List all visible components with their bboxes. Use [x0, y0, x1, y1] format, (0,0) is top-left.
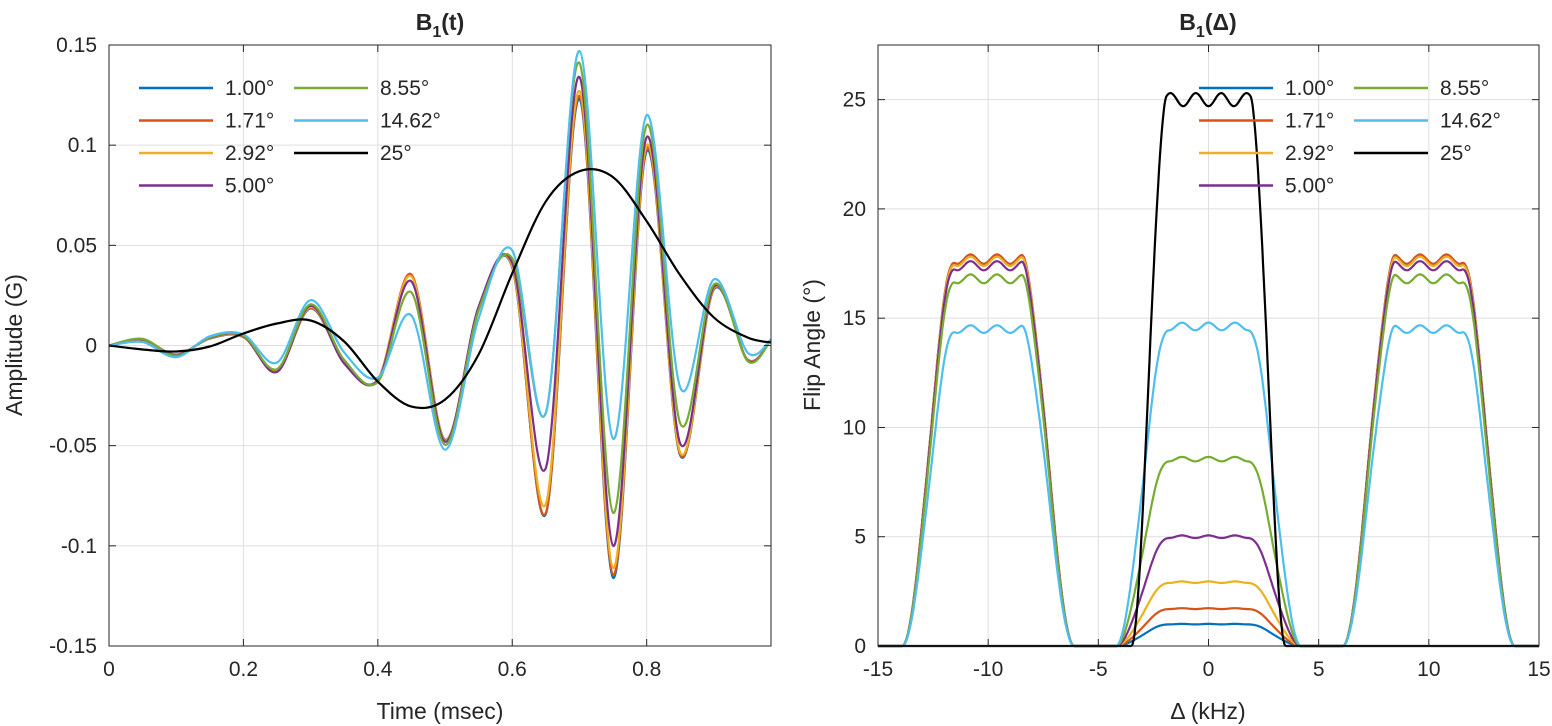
x-tick-label: 5	[1313, 658, 1325, 681]
series-line-14-62	[877, 321, 1540, 648]
series-line-2-92	[877, 255, 1540, 648]
y-axis-label: Amplitude (G)	[1, 274, 27, 416]
chart-title: B1(Δ)	[1179, 9, 1236, 41]
legend-item-1-00: 1.00°	[1199, 77, 1334, 100]
legend-item-2-92: 2.92°	[139, 142, 274, 165]
legend-label: 8.55°	[1440, 77, 1489, 100]
legend-item-1-00: 1.00°	[139, 77, 274, 100]
x-tick-label: 10	[1417, 658, 1440, 681]
legend-item-25: 25°	[1354, 142, 1472, 165]
x-tick-label: 0.8	[632, 658, 661, 681]
y-tick-label: -0.05	[49, 435, 97, 458]
legend-label: 1.71°	[225, 110, 274, 133]
chart-title: B1(t)	[416, 9, 465, 41]
y-tick-label: -0.15	[49, 635, 97, 658]
legend-label: 8.55°	[380, 77, 429, 100]
legend-label: 14.62°	[1440, 110, 1501, 133]
y-tick-label: 20	[843, 198, 866, 221]
legend: 1.00° 1.71° 2.92° 5.00° 8.55° 14.62° 25°	[139, 77, 441, 198]
legend-label: 25°	[380, 142, 412, 165]
legend-label: 2.92°	[225, 142, 274, 165]
y-tick-label: 5	[854, 526, 866, 549]
x-axis-label: Δ (kHz)	[1170, 698, 1245, 724]
legend-label: 1.71°	[1285, 110, 1334, 133]
legend-label: 25°	[1440, 142, 1472, 165]
series-line-1-71	[877, 253, 1540, 648]
legend-label: 1.00°	[1285, 77, 1334, 100]
y-tick-label: 0	[854, 635, 866, 658]
x-tick-label: 0.4	[363, 658, 393, 681]
x-tick-label: -5	[1089, 658, 1108, 681]
tick-marks	[108, 44, 771, 647]
y-tick-label: 0.1	[68, 134, 97, 157]
x-tick-label: 0.2	[229, 658, 258, 681]
legend-label: 14.62°	[380, 110, 441, 133]
legend-item-25: 25°	[294, 142, 412, 165]
x-tick-label: 0.6	[498, 658, 527, 681]
legend-label: 2.92°	[1285, 142, 1334, 165]
y-axis-label: Flip Angle (°)	[799, 279, 825, 411]
y-tick-label: 25	[843, 89, 866, 112]
title-subscript: 1	[1196, 24, 1205, 41]
series-group	[108, 49, 772, 580]
legend-item-8-55: 8.55°	[1354, 77, 1489, 100]
series-line-25	[108, 168, 772, 410]
title-tail: (t)	[441, 9, 464, 35]
y-tick-label: 10	[843, 416, 866, 439]
series-line-14-62	[108, 49, 772, 451]
x-tick-label: -10	[973, 658, 1003, 681]
legend-item-5-00: 5.00°	[1199, 175, 1334, 198]
legend-item-1-71: 1.71°	[1199, 110, 1334, 133]
x-axis-label: Time (msec)	[377, 698, 504, 724]
x-tick-label: 15	[1527, 658, 1550, 681]
title-main: B	[416, 9, 433, 35]
legend-item-14-62: 14.62°	[294, 110, 441, 133]
x-tick-label: -15	[863, 658, 893, 681]
legend-item-5-00: 5.00°	[139, 175, 274, 198]
series-line-5-00	[877, 260, 1540, 648]
y-tick-label: 0	[85, 335, 97, 358]
y-tick-label: -0.1	[61, 535, 97, 558]
legend: 1.00° 1.71° 2.92° 5.00° 8.55° 14.62° 25°	[1199, 77, 1501, 198]
legend-item-8-55: 8.55°	[294, 77, 429, 100]
legend-label: 5.00°	[225, 175, 274, 198]
x-tick-label: 0	[1203, 658, 1215, 681]
legend-label: 1.00°	[225, 77, 274, 100]
x-tick-label: 0	[103, 658, 115, 681]
tick-labels: 0 0.2 0.4 0.6 0.8 -0.15 -0.1 -0.05 0 0.05 0.1 0.15	[49, 34, 661, 681]
legend-item-14-62: 14.62°	[1354, 110, 1501, 133]
chart-b1-time: 0 0.2 0.4 0.6 0.8-0.15-0.1-0.0500.050.10.15 …	[1, 9, 772, 724]
chart-b1-delta: -15 -10 -5 0 5 10 15 0 5 10 15 20 25 B1(Δ) Δ (kHz) F…	[799, 9, 1551, 724]
title-subscript: 1	[432, 24, 441, 41]
y-tick-label: 0.15	[56, 34, 97, 57]
legend-item-1-71: 1.71°	[139, 110, 274, 133]
tick-labels: -15 -10 -5 0 5 10 15 0 5 10 15 20 25	[843, 89, 1551, 681]
legend-label: 5.00°	[1285, 175, 1334, 198]
series-line-5-00	[108, 75, 772, 547]
legend-item-2-92: 2.92°	[1199, 142, 1334, 165]
title-tail: (Δ)	[1205, 9, 1237, 35]
y-tick-label: 15	[843, 307, 866, 330]
y-tick-label: 0.05	[56, 234, 97, 257]
series-line-8-55	[877, 273, 1540, 648]
title-main: B	[1179, 9, 1196, 35]
tick-marks	[877, 45, 1540, 647]
